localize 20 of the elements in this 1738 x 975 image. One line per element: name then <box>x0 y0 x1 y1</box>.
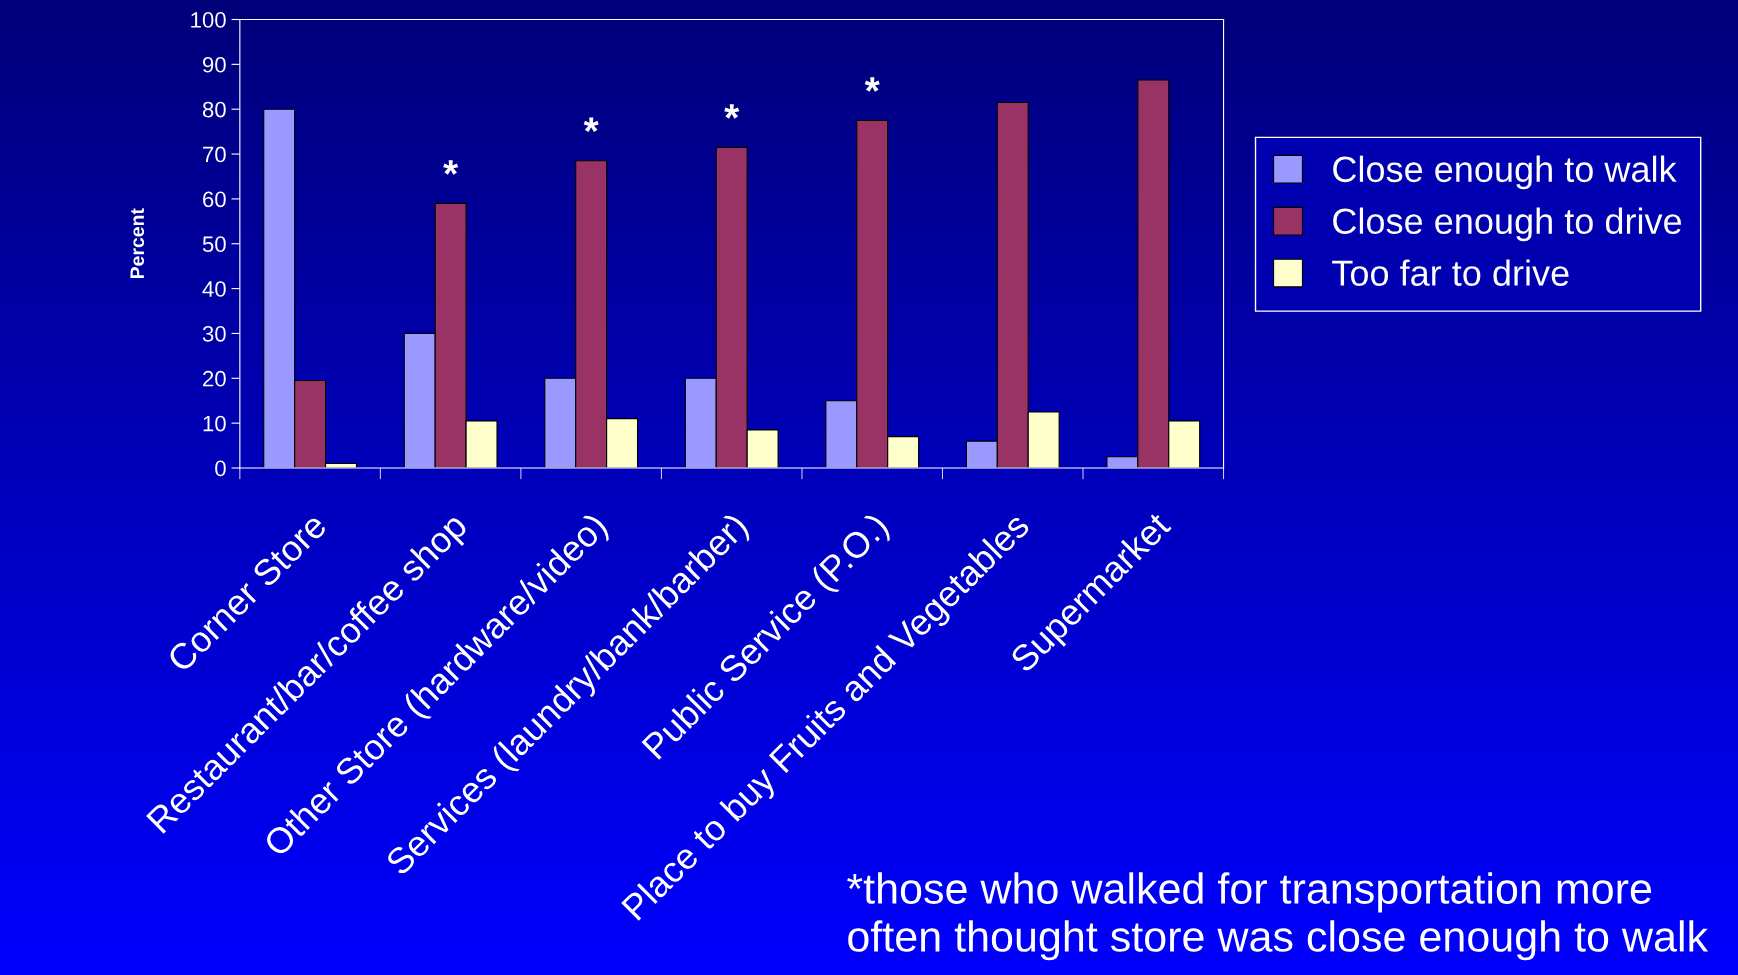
y-tick-label: 70 <box>203 146 226 163</box>
y-tick-label: 100 <box>191 12 226 28</box>
text: *those who walked for transportation more often thought store was close enough to walk <box>847 872 1709 961</box>
y-tick-label: 20 <box>203 370 226 387</box>
y-tick-label: 60 <box>203 191 226 208</box>
legend-label: Too far to drive <box>1332 259 1569 286</box>
y-tick-label: 80 <box>202 101 226 118</box>
y-tick-label: 90 <box>202 56 226 73</box>
legend-label: Close enough to drive <box>1333 207 1682 242</box>
annotation: * <box>443 160 459 175</box>
legend-label: Close enough to walk <box>1333 155 1677 190</box>
annotation: * <box>724 104 740 119</box>
annotation: * <box>583 117 599 133</box>
y-tick-label: 50 <box>202 236 226 253</box>
y-tick-label: 0 <box>215 460 226 477</box>
y-tick-label: 40 <box>202 281 226 297</box>
y-axis-title: Percent <box>130 208 145 279</box>
annotation: * <box>864 77 880 92</box>
y-tick-label: 10 <box>203 415 226 432</box>
y-tick-label: 30 <box>202 325 226 342</box>
